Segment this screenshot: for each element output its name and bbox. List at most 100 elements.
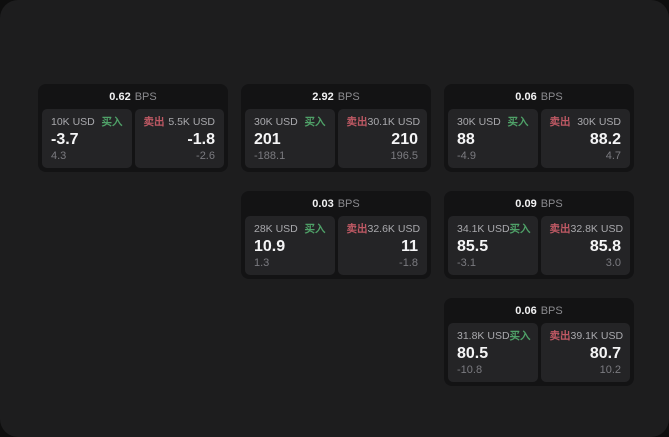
sell-labels: 卖出 32.6K USD xyxy=(346,223,421,235)
buy-change: 1.3 xyxy=(254,257,270,269)
buy-price: -3.7 xyxy=(51,131,79,148)
bps-unit-label: BPS xyxy=(540,90,563,103)
sell-price: -1.8 xyxy=(187,131,215,148)
buy-change: -188.1 xyxy=(254,150,286,162)
quote-panels: 34.1K USD 买入 85.5 -3.1 卖出 32.8K USD 85.8… xyxy=(444,216,634,279)
buy-price: 80.5 xyxy=(457,345,489,362)
buy-size-label: 30K USD xyxy=(457,116,501,128)
bps-value: 0.06 xyxy=(515,90,537,103)
quote-card-5: 0.09 BPS 34.1K USD 买入 85.5 -3.1 卖出 32.8K… xyxy=(444,191,634,279)
sell-labels: 卖出 39.1K USD xyxy=(549,330,624,342)
bps-value: 0.09 xyxy=(515,197,537,210)
sell-size-label: 30.1K USD xyxy=(367,116,421,128)
bps-header: 0.03 BPS xyxy=(241,191,431,216)
sell-action-label: 卖出 xyxy=(549,116,571,128)
bps-unit-label: BPS xyxy=(540,304,563,317)
sell-price: 210 xyxy=(391,131,418,148)
quote-card-4: 0.03 BPS 28K USD 买入 10.9 1.3 卖出 32.6K US… xyxy=(241,191,431,279)
buy-size-label: 31.8K USD xyxy=(457,330,510,342)
sell-change: -1.8 xyxy=(399,257,418,269)
sell-panel[interactable]: 卖出 39.1K USD 80.7 10.2 xyxy=(540,323,630,382)
bps-unit-label: BPS xyxy=(337,90,360,103)
buy-size-label: 30K USD xyxy=(254,116,298,128)
quote-panels: 28K USD 买入 10.9 1.3 卖出 32.6K USD 11 -1.8 xyxy=(241,216,431,279)
sell-price: 80.7 xyxy=(589,345,621,362)
buy-action-label: 买入 xyxy=(304,116,326,128)
sell-labels: 卖出 30.1K USD xyxy=(346,116,421,128)
buy-action-label: 买入 xyxy=(509,330,531,342)
buy-price: 10.9 xyxy=(254,238,286,255)
buy-price: 201 xyxy=(254,131,281,148)
buy-price: 85.5 xyxy=(457,238,489,255)
bps-value: 2.92 xyxy=(312,90,334,103)
quote-card-3: 0.06 BPS 30K USD 买入 88 -4.9 卖出 30K USD 8… xyxy=(444,84,634,172)
quote-card-6: 0.06 BPS 31.8K USD 买入 80.5 -10.8 卖出 39.1… xyxy=(444,298,634,386)
bps-header: 2.92 BPS xyxy=(241,84,431,109)
buy-panel[interactable]: 34.1K USD 买入 85.5 -3.1 xyxy=(448,216,538,275)
buy-change: 4.3 xyxy=(51,150,67,162)
sell-panel[interactable]: 卖出 32.6K USD 11 -1.8 xyxy=(337,216,427,275)
sell-price: 85.8 xyxy=(589,238,621,255)
sell-action-label: 卖出 xyxy=(346,116,368,128)
bps-unit-label: BPS xyxy=(540,197,563,210)
bps-header: 0.06 BPS xyxy=(444,298,634,323)
sell-action-label: 卖出 xyxy=(549,223,571,235)
quote-panels: 10K USD 买入 -3.7 4.3 卖出 5.5K USD -1.8 -2.… xyxy=(38,109,228,172)
buy-labels: 34.1K USD 买入 xyxy=(457,223,531,235)
buy-size-label: 28K USD xyxy=(254,223,298,235)
sell-action-label: 卖出 xyxy=(143,116,165,128)
buy-panel[interactable]: 30K USD 买入 88 -4.9 xyxy=(448,109,538,168)
buy-panel[interactable]: 31.8K USD 买入 80.5 -10.8 xyxy=(448,323,538,382)
buy-action-label: 买入 xyxy=(509,223,531,235)
buy-action-label: 买入 xyxy=(304,223,326,235)
sell-size-label: 32.6K USD xyxy=(367,223,421,235)
bps-unit-label: BPS xyxy=(337,197,360,210)
buy-labels: 28K USD 买入 xyxy=(254,223,326,235)
sell-size-label: 5.5K USD xyxy=(168,116,215,128)
buy-panel[interactable]: 10K USD 买入 -3.7 4.3 xyxy=(42,109,132,168)
sell-size-label: 32.8K USD xyxy=(570,223,624,235)
bps-value: 0.03 xyxy=(312,197,334,210)
buy-size-label: 34.1K USD xyxy=(457,223,510,235)
buy-panel[interactable]: 30K USD 买入 201 -188.1 xyxy=(245,109,335,168)
buy-panel[interactable]: 28K USD 买入 10.9 1.3 xyxy=(245,216,335,275)
sell-price: 88.2 xyxy=(589,131,621,148)
quote-card-1: 0.62 BPS 10K USD 买入 -3.7 4.3 卖出 5.5K USD… xyxy=(38,84,228,172)
buy-size-label: 10K USD xyxy=(51,116,95,128)
buy-change: -3.1 xyxy=(457,257,476,269)
buy-labels: 31.8K USD 买入 xyxy=(457,330,531,342)
bps-value: 0.62 xyxy=(109,90,131,103)
quote-panels: 30K USD 买入 88 -4.9 卖出 30K USD 88.2 4.7 xyxy=(444,109,634,172)
sell-panel[interactable]: 卖出 30K USD 88.2 4.7 xyxy=(540,109,630,168)
quote-card-2: 2.92 BPS 30K USD 买入 201 -188.1 卖出 30.1K … xyxy=(241,84,431,172)
sell-panel[interactable]: 卖出 32.8K USD 85.8 3.0 xyxy=(540,216,630,275)
buy-action-label: 买入 xyxy=(507,116,529,128)
quote-panels: 31.8K USD 买入 80.5 -10.8 卖出 39.1K USD 80.… xyxy=(444,323,634,386)
bps-unit-label: BPS xyxy=(134,90,157,103)
sell-change: 196.5 xyxy=(390,150,418,162)
sell-price: 11 xyxy=(401,238,418,255)
sell-action-label: 卖出 xyxy=(346,223,368,235)
buy-change: -4.9 xyxy=(457,150,476,162)
sell-labels: 卖出 5.5K USD xyxy=(144,116,216,128)
sell-labels: 卖出 30K USD xyxy=(550,116,622,128)
bps-value: 0.06 xyxy=(515,304,537,317)
sell-size-label: 39.1K USD xyxy=(570,330,624,342)
sell-panel[interactable]: 卖出 30.1K USD 210 196.5 xyxy=(337,109,427,168)
sell-change: 4.7 xyxy=(605,150,621,162)
sell-change: 10.2 xyxy=(599,364,621,376)
buy-action-label: 买入 xyxy=(101,116,123,128)
buy-change: -10.8 xyxy=(457,364,483,376)
sell-change: -2.6 xyxy=(196,150,215,162)
quote-panels: 30K USD 买入 201 -188.1 卖出 30.1K USD 210 1… xyxy=(241,109,431,172)
sell-change: 3.0 xyxy=(605,257,621,269)
sell-action-label: 卖出 xyxy=(549,330,571,342)
sell-panel[interactable]: 卖出 5.5K USD -1.8 -2.6 xyxy=(134,109,224,168)
buy-labels: 10K USD 买入 xyxy=(51,116,123,128)
bps-header: 0.09 BPS xyxy=(444,191,634,216)
bps-header: 0.62 BPS xyxy=(38,84,228,109)
sell-size-label: 30K USD xyxy=(577,116,621,128)
sell-labels: 卖出 32.8K USD xyxy=(549,223,624,235)
bps-header: 0.06 BPS xyxy=(444,84,634,109)
